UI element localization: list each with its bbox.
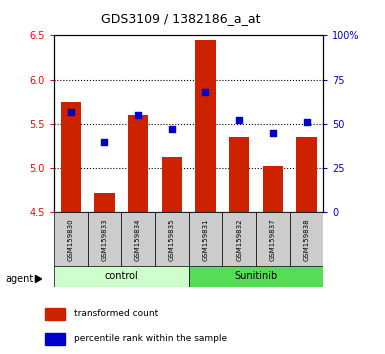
Text: agent: agent [5,274,33,284]
Text: Sunitinib: Sunitinib [234,272,278,281]
Text: GDS3109 / 1382186_a_at: GDS3109 / 1382186_a_at [101,12,261,25]
Bar [94,193,115,212]
Point [68,109,74,114]
Point [303,119,310,125]
Text: GSM159834: GSM159834 [135,218,141,261]
Bar [256,212,290,267]
Bar [296,137,316,212]
Bar [128,115,148,212]
Bar [223,212,256,267]
Bar [61,102,81,212]
Bar [229,137,249,212]
Text: GSM159837: GSM159837 [270,218,276,261]
Bar [290,212,323,267]
Text: GSM159833: GSM159833 [101,218,107,261]
Text: GSM159832: GSM159832 [236,218,242,261]
Point [203,89,209,95]
Bar [189,212,223,267]
Text: GSM159835: GSM159835 [169,218,175,261]
Bar [196,40,216,212]
Bar [162,157,182,212]
Text: GSM159830: GSM159830 [68,218,74,261]
Bar [54,266,189,287]
Bar [88,212,121,267]
Point [270,130,276,136]
Point [135,112,141,118]
Bar [54,212,88,267]
Point [169,126,175,132]
Point [101,139,107,144]
Text: GSM159831: GSM159831 [203,218,209,261]
Text: transformed count: transformed count [75,309,159,318]
Text: control: control [104,272,138,281]
Text: GSM159838: GSM159838 [303,218,310,261]
Bar [263,166,283,212]
Bar [121,212,155,267]
Point [236,118,242,123]
Bar [155,212,189,267]
Text: percentile rank within the sample: percentile rank within the sample [75,334,228,343]
Bar [189,266,323,287]
Bar [45,308,65,320]
Bar [45,333,65,345]
